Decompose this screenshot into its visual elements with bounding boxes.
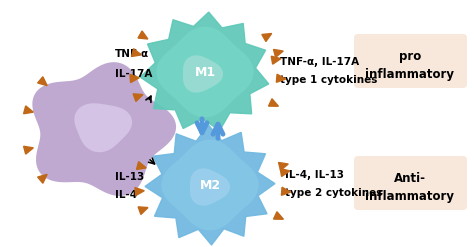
Polygon shape (131, 49, 141, 57)
Text: M2: M2 (200, 179, 220, 191)
Polygon shape (135, 187, 144, 196)
Polygon shape (74, 103, 132, 152)
Text: Anti-: Anti- (394, 171, 426, 185)
Polygon shape (279, 163, 288, 170)
Polygon shape (133, 94, 143, 102)
Polygon shape (273, 212, 283, 219)
Text: inflammatory: inflammatory (365, 189, 455, 203)
Polygon shape (138, 207, 148, 214)
Polygon shape (280, 168, 290, 177)
Polygon shape (156, 27, 254, 117)
Polygon shape (130, 75, 139, 82)
Text: pro: pro (399, 49, 421, 62)
Polygon shape (162, 140, 259, 230)
Polygon shape (24, 106, 33, 114)
Polygon shape (262, 34, 272, 41)
FancyBboxPatch shape (354, 156, 467, 210)
Polygon shape (37, 174, 47, 183)
Text: M1: M1 (194, 65, 216, 79)
Text: IL-4: IL-4 (115, 190, 137, 200)
Polygon shape (138, 31, 148, 39)
Polygon shape (37, 77, 47, 86)
Polygon shape (140, 12, 269, 130)
Polygon shape (183, 55, 223, 93)
Text: inflammatory: inflammatory (365, 67, 455, 81)
Text: IL-4, IL-13: IL-4, IL-13 (285, 170, 344, 180)
Polygon shape (145, 125, 275, 245)
Text: type 2 cytokines: type 2 cytokines (285, 188, 383, 198)
Polygon shape (269, 99, 278, 106)
Text: type 1 cytokines: type 1 cytokines (280, 75, 377, 85)
FancyBboxPatch shape (354, 34, 467, 88)
Polygon shape (276, 74, 286, 82)
Text: IL-13: IL-13 (115, 172, 144, 182)
Polygon shape (190, 168, 230, 206)
Polygon shape (273, 49, 283, 57)
Text: TNF-α, IL-17A: TNF-α, IL-17A (280, 57, 359, 67)
Text: IL-17A: IL-17A (115, 69, 152, 79)
Text: TNF-α: TNF-α (115, 49, 149, 59)
Polygon shape (137, 162, 146, 169)
Polygon shape (24, 146, 33, 154)
Polygon shape (32, 62, 176, 196)
Polygon shape (282, 187, 291, 195)
Polygon shape (271, 56, 281, 64)
